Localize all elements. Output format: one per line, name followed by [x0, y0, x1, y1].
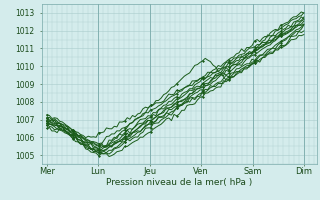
X-axis label: Pression niveau de la mer( hPa ): Pression niveau de la mer( hPa )	[106, 178, 252, 187]
